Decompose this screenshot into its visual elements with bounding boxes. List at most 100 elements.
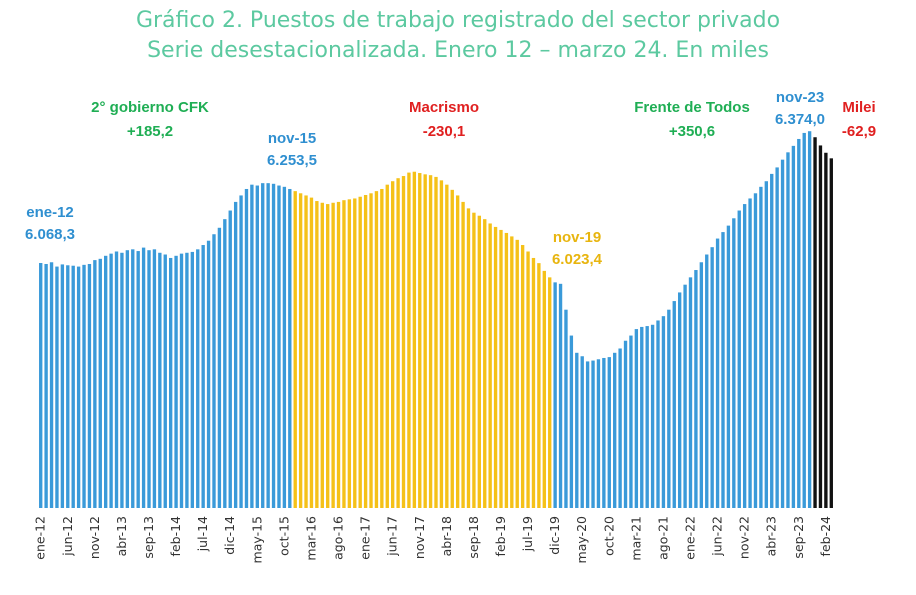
bar-macrismo-63 xyxy=(380,188,384,509)
bar-2-gobierno-cfk-3 xyxy=(55,266,59,508)
bar-2-gobierno-cfk-13 xyxy=(109,253,113,508)
bar-macrismo-51 xyxy=(315,201,319,509)
bar-2-gobierno-cfk-1 xyxy=(44,263,48,508)
x-tick-label: ene-12 xyxy=(33,516,48,560)
bar-2-gobierno-cfk-9 xyxy=(87,263,92,508)
bar-macrismo-79 xyxy=(466,208,471,508)
bar-2-gobierno-cfk-22 xyxy=(158,252,162,508)
bar-2-gobierno-cfk-38 xyxy=(244,188,249,509)
bar-2-gobierno-cfk-34 xyxy=(223,219,227,508)
bar-frente-de-todos-135 xyxy=(770,173,774,508)
bar-macrismo-53 xyxy=(326,204,330,508)
bar-frente-de-todos-112 xyxy=(645,326,649,508)
x-tick-label: dic-19 xyxy=(547,516,562,555)
bar-frente-de-todos-111 xyxy=(640,326,644,508)
bar-milei-143 xyxy=(813,137,817,509)
bar-2-gobierno-cfk-20 xyxy=(147,250,151,508)
ene12-value-label: 6.068,3 xyxy=(25,226,75,243)
cfk-period-name: 2° gobierno CFK xyxy=(91,99,209,116)
bar-macrismo-88 xyxy=(515,239,519,508)
bar-frente-de-todos-106 xyxy=(613,352,617,508)
bar-macrismo-75 xyxy=(445,184,449,509)
cfk-period-change: +185,2 xyxy=(127,123,173,140)
x-tick-label: jun-22 xyxy=(710,516,725,557)
bar-macrismo-56 xyxy=(342,200,346,508)
bar-2-gobierno-cfk-27 xyxy=(185,252,189,508)
bar-macrismo-61 xyxy=(369,193,373,509)
bar-2-gobierno-cfk-41 xyxy=(261,183,265,508)
bar-macrismo-64 xyxy=(385,184,389,509)
bar-frente-de-todos-101 xyxy=(585,361,590,508)
bar-macrismo-81 xyxy=(477,215,481,508)
bar-macrismo-71 xyxy=(423,174,427,508)
bar-macrismo-60 xyxy=(363,195,368,508)
bar-2-gobierno-cfk-33 xyxy=(217,227,222,508)
bar-2-gobierno-cfk-5 xyxy=(66,265,70,508)
bar-frente-de-todos-139 xyxy=(791,145,796,508)
x-tick-label: jun-12 xyxy=(60,516,75,557)
bar-frente-de-todos-133 xyxy=(759,186,763,508)
x-tick-label: ene-22 xyxy=(683,516,698,560)
bar-2-gobierno-cfk-37 xyxy=(239,195,243,508)
bar-frente-de-todos-138 xyxy=(786,152,790,508)
bar-2-gobierno-cfk-46 xyxy=(288,188,292,509)
fdt-period-name: Frente de Todos xyxy=(634,99,750,116)
x-tick-label: jul-19 xyxy=(520,516,535,552)
bar-frente-de-todos-142 xyxy=(807,131,812,508)
bar-macrismo-77 xyxy=(455,195,460,508)
bar-2-gobierno-cfk-17 xyxy=(131,249,135,508)
nov23-date-label: nov-23 xyxy=(776,89,824,106)
nov15-value-label: 6.253,5 xyxy=(267,152,317,169)
bar-2-gobierno-cfk-7 xyxy=(76,266,81,508)
x-tick-label: abr-23 xyxy=(764,516,779,556)
bar-macrismo-57 xyxy=(347,199,352,508)
x-tick-label: jul-14 xyxy=(195,516,210,552)
bar-2-gobierno-cfk-35 xyxy=(228,210,232,508)
bar-2-gobierno-cfk-28 xyxy=(190,251,195,509)
x-tick-label: feb-19 xyxy=(493,516,508,556)
x-tick-label: ago-16 xyxy=(331,516,346,560)
bar-2-gobierno-cfk-39 xyxy=(250,184,254,509)
bar-2-gobierno-cfk-0 xyxy=(39,263,43,508)
bar-2-gobierno-cfk-19 xyxy=(141,247,146,509)
bar-frente-de-todos-107 xyxy=(618,348,622,508)
bar-2-gobierno-cfk-24 xyxy=(168,257,173,508)
bar-macrismo-93 xyxy=(542,270,546,508)
bar-2-gobierno-cfk-12 xyxy=(104,255,108,508)
bar-macrismo-58 xyxy=(353,198,357,508)
bar-frente-de-todos-98 xyxy=(569,335,574,508)
bar-macrismo-49 xyxy=(304,195,308,508)
x-tick-label: oct-20 xyxy=(601,516,616,556)
x-tick-label: mar-21 xyxy=(628,516,643,561)
bar-macrismo-87 xyxy=(510,236,514,508)
x-tick-label: ene-17 xyxy=(358,516,373,560)
bar-macrismo-62 xyxy=(374,191,379,508)
bar-frente-de-todos-127 xyxy=(726,225,731,508)
bar-frente-de-todos-114 xyxy=(656,320,660,508)
bar-macrismo-73 xyxy=(434,176,438,508)
bar-frente-de-todos-99 xyxy=(575,352,579,508)
bar-frente-de-todos-116 xyxy=(667,309,671,508)
bar-macrismo-89 xyxy=(520,245,525,508)
bar-2-gobierno-cfk-10 xyxy=(93,260,97,508)
bar-frente-de-todos-129 xyxy=(737,210,741,508)
x-tick-label: feb-24 xyxy=(818,516,833,556)
macri-period-name: Macrismo xyxy=(409,99,479,116)
bar-macrismo-86 xyxy=(504,232,509,508)
x-tick-label: nov-12 xyxy=(87,516,102,559)
bar-frente-de-todos-134 xyxy=(764,181,768,508)
bar-frente-de-todos-119 xyxy=(683,284,687,508)
bar-macrismo-48 xyxy=(298,193,303,509)
bar-2-gobierno-cfk-8 xyxy=(82,264,86,508)
x-tick-label: sep-18 xyxy=(466,516,481,559)
bar-frente-de-todos-124 xyxy=(710,247,714,508)
bar-frente-de-todos-115 xyxy=(661,316,666,508)
bar-macrismo-59 xyxy=(358,196,362,509)
bar-frente-de-todos-100 xyxy=(580,356,584,508)
bar-frente-de-todos-125 xyxy=(715,238,720,508)
bar-frente-de-todos-113 xyxy=(650,324,655,508)
bar-frente-de-todos-122 xyxy=(699,262,704,508)
bar-macrismo-90 xyxy=(526,251,530,509)
bar-2-gobierno-cfk-11 xyxy=(98,258,102,508)
